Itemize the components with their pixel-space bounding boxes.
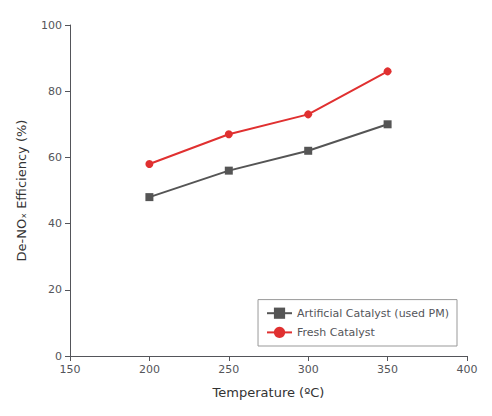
svg-text:Temperature (ºC): Temperature (ºC) [212, 385, 325, 400]
svg-text:0: 0 [55, 350, 62, 363]
svg-text:100: 100 [41, 19, 62, 32]
svg-text:400: 400 [457, 363, 478, 376]
svg-text:20: 20 [48, 283, 62, 296]
svg-text:De-NOₓ Efficiency (%): De-NOₓ Efficiency (%) [14, 120, 29, 262]
svg-text:80: 80 [48, 85, 62, 98]
svg-text:150: 150 [60, 363, 81, 376]
svg-text:200: 200 [139, 363, 160, 376]
svg-text:Fresh Catalyst: Fresh Catalyst [297, 326, 376, 339]
svg-text:40: 40 [48, 217, 62, 230]
svg-text:250: 250 [218, 363, 239, 376]
svg-text:60: 60 [48, 151, 62, 164]
svg-text:300: 300 [298, 363, 319, 376]
svg-text:Artificial Catalyst (used PM): Artificial Catalyst (used PM) [297, 307, 449, 320]
svg-text:350: 350 [377, 363, 398, 376]
